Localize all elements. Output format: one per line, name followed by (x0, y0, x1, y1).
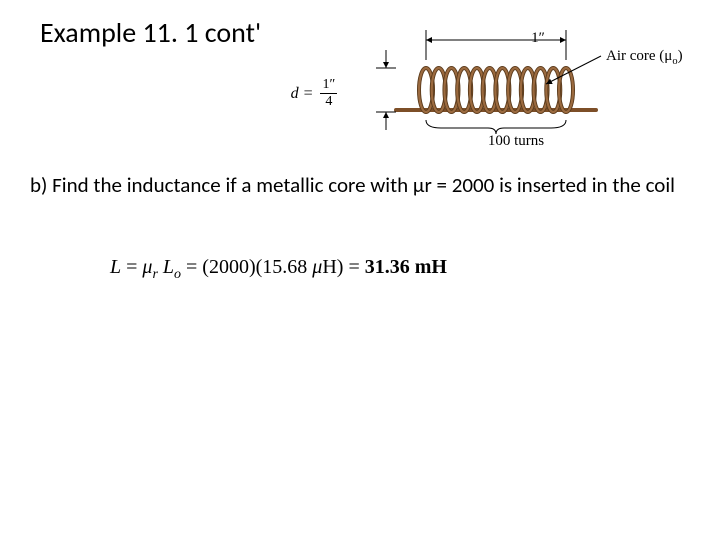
eq-mid: = (2000)(15.68 (181, 256, 312, 278)
d-fraction: 1″ 4 (320, 78, 337, 109)
eq-result: 31.36 mH (365, 256, 447, 278)
solution-equation: L = μr Lo = (2000)(15.68 μH) = 31.36 mH (110, 256, 447, 283)
eq-mu1: μ (142, 256, 152, 278)
eq-Lo-o: o (174, 267, 181, 282)
eq-eq1: = (121, 256, 142, 278)
eq-muH: μ (312, 256, 322, 278)
d-numerator: 1″ (320, 78, 337, 92)
d-denominator: 4 (320, 95, 337, 109)
air-core-text: Air core (μ (606, 48, 672, 64)
coil-figure: d = 1″ 4 1″ 100 turns Air core (μo) (276, 20, 696, 160)
problem-statement: b) Find the inductance if a metallic cor… (30, 172, 690, 198)
turns-label: 100 turns (466, 133, 566, 150)
diameter-label: d = 1″ 4 (282, 78, 346, 109)
eq-L: L (110, 256, 121, 278)
eq-Lo-L: L (163, 256, 174, 278)
d-equals: d = (291, 85, 314, 103)
eq-H: H) = (322, 256, 364, 278)
air-core-close: ) (678, 48, 683, 64)
air-core-label: Air core (μo) (606, 48, 706, 67)
length-label: 1″ (508, 30, 568, 47)
